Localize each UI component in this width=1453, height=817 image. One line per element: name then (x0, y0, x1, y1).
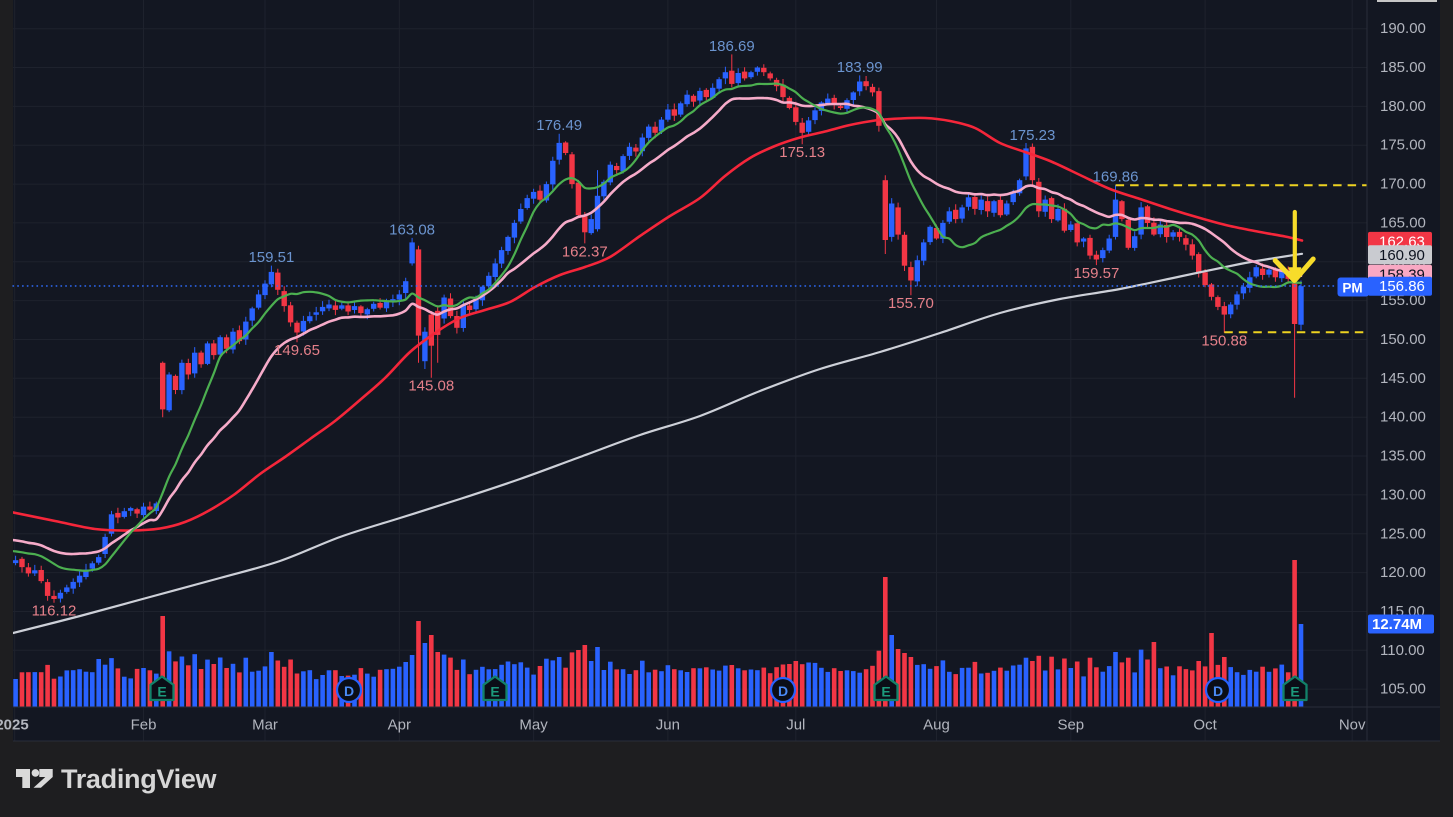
svg-text:PM: PM (1342, 280, 1362, 295)
svg-text:Aug: Aug (923, 717, 950, 734)
svg-text:140.00: 140.00 (1380, 409, 1426, 426)
svg-text:D: D (344, 683, 354, 699)
svg-text:135.00: 135.00 (1380, 448, 1426, 465)
svg-text:Mar: Mar (252, 717, 278, 734)
svg-text:145.08: 145.08 (408, 378, 454, 395)
svg-text:150.88: 150.88 (1201, 333, 1247, 350)
svg-text:2025: 2025 (0, 717, 29, 734)
svg-text:125.00: 125.00 (1380, 525, 1426, 542)
svg-text:160.90: 160.90 (1379, 247, 1425, 264)
svg-text:150.00: 150.00 (1380, 331, 1426, 348)
svg-text:180.00: 180.00 (1380, 98, 1426, 115)
svg-text:175.00: 175.00 (1380, 137, 1426, 154)
svg-text:Feb: Feb (131, 717, 157, 734)
svg-text:116.12: 116.12 (32, 603, 77, 620)
svg-text:175.23: 175.23 (1009, 127, 1055, 144)
svg-text:Jun: Jun (656, 717, 680, 734)
svg-text:110.00: 110.00 (1380, 642, 1425, 659)
svg-text:Apr: Apr (388, 717, 411, 734)
svg-text:Jul: Jul (786, 717, 805, 734)
svg-text:D: D (778, 683, 788, 699)
svg-text:E: E (1290, 684, 1299, 700)
svg-text:170.00: 170.00 (1380, 176, 1426, 193)
svg-text:185.00: 185.00 (1380, 59, 1426, 76)
svg-text:E: E (157, 684, 166, 700)
svg-text:155.00: 155.00 (1380, 292, 1426, 309)
svg-text:12.74M: 12.74M (1372, 616, 1422, 633)
svg-text:163.08: 163.08 (389, 221, 435, 238)
svg-text:183.99: 183.99 (837, 59, 883, 76)
svg-text:130.00: 130.00 (1380, 486, 1426, 503)
svg-text:Sep: Sep (1057, 717, 1084, 734)
svg-text:Nov: Nov (1339, 717, 1366, 734)
svg-text:149.65: 149.65 (274, 342, 320, 359)
svg-text:155.70: 155.70 (888, 295, 934, 312)
svg-text:TradingView: TradingView (61, 764, 218, 794)
svg-text:Oct: Oct (1193, 717, 1217, 734)
svg-text:120.00: 120.00 (1380, 564, 1426, 581)
svg-text:E: E (490, 684, 499, 700)
svg-text:175.13: 175.13 (779, 144, 825, 161)
svg-text:165.00: 165.00 (1380, 214, 1426, 231)
svg-text:169.86: 169.86 (1093, 169, 1139, 186)
svg-text:May: May (519, 717, 548, 734)
svg-text:D: D (1213, 683, 1223, 699)
svg-text:156.86: 156.86 (1379, 278, 1425, 295)
svg-text:145.00: 145.00 (1380, 370, 1426, 387)
svg-text:159.57: 159.57 (1073, 265, 1119, 282)
svg-text:190.00: 190.00 (1380, 20, 1426, 37)
svg-text:186.69: 186.69 (709, 38, 755, 55)
svg-text:159.51: 159.51 (248, 249, 294, 266)
svg-text:176.49: 176.49 (536, 117, 582, 134)
svg-text:E: E (881, 684, 890, 700)
svg-text:105.00: 105.00 (1380, 681, 1426, 698)
svg-text:162.37: 162.37 (562, 243, 608, 260)
